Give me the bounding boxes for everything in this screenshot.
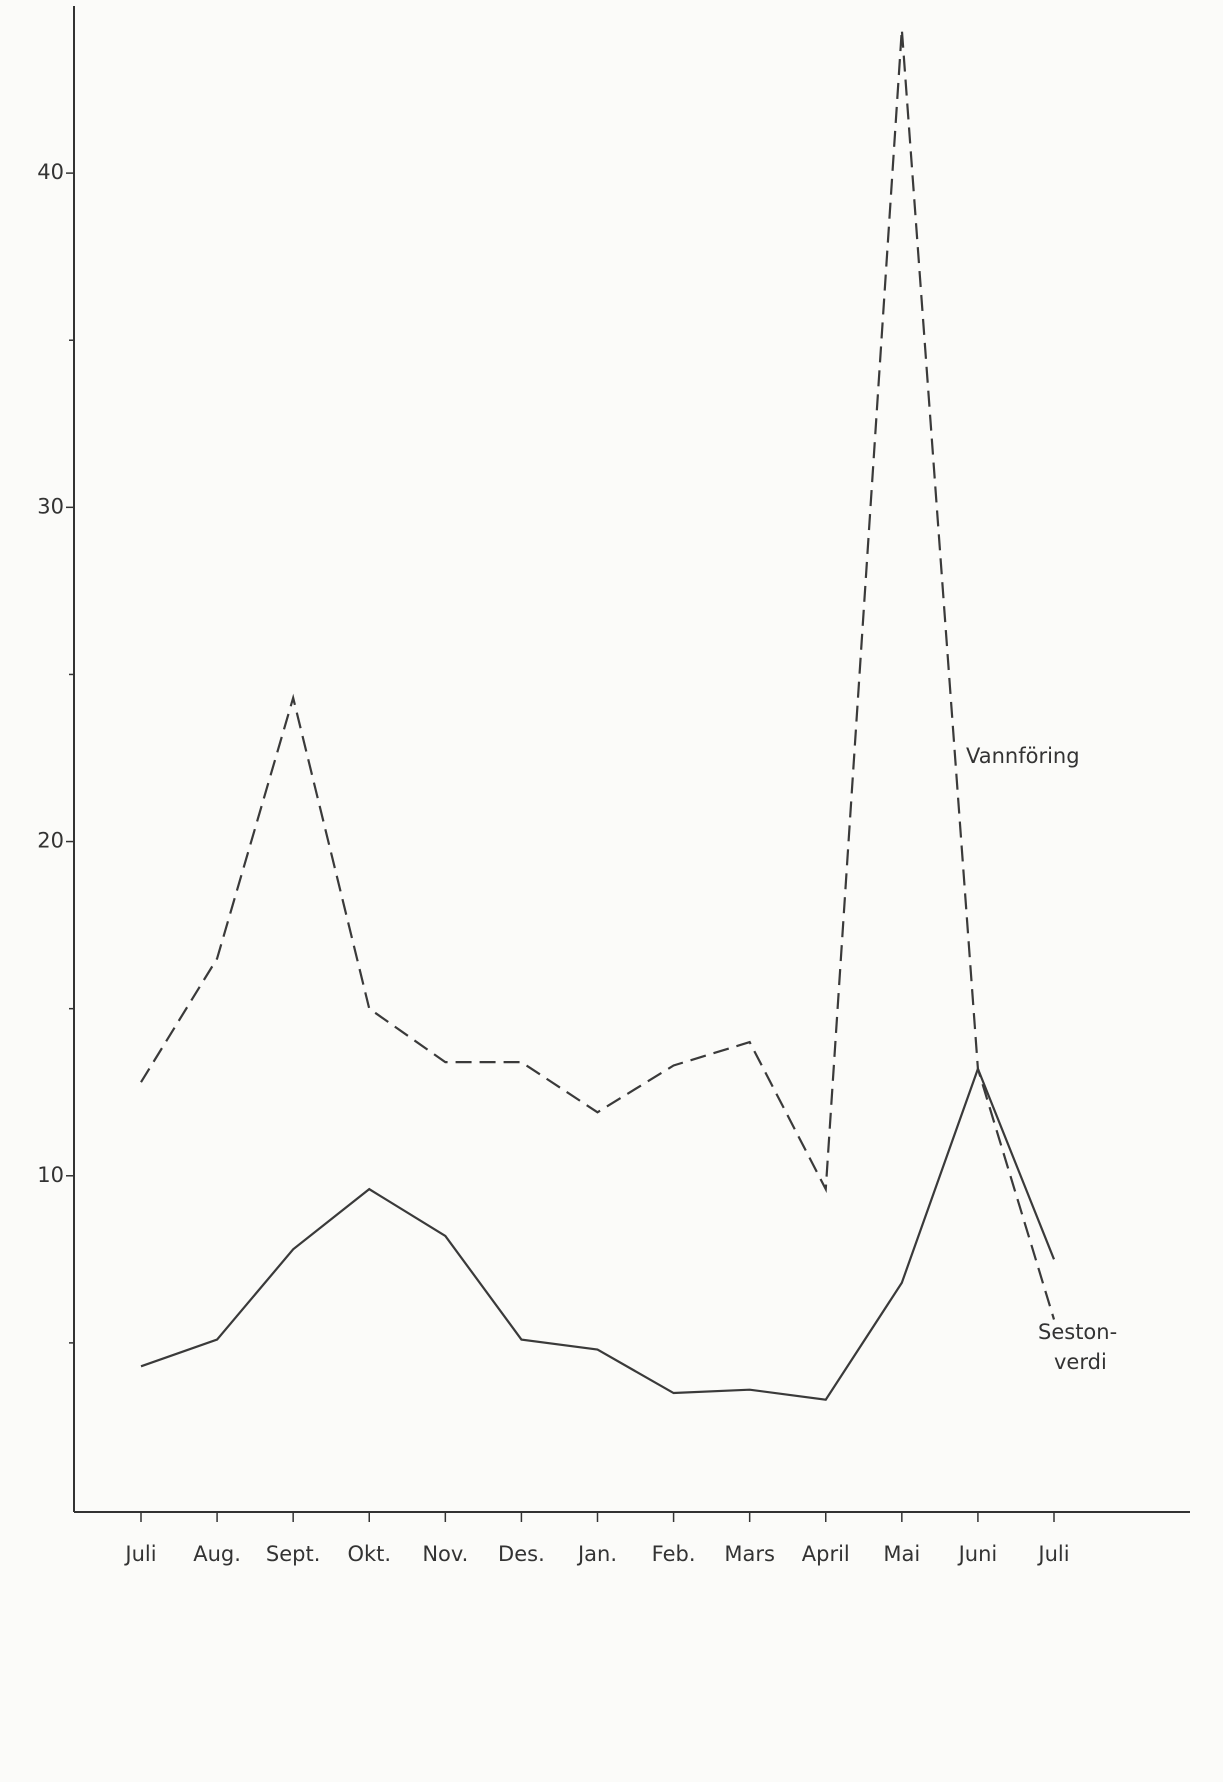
x-tick-label: Okt. <box>347 1542 391 1566</box>
x-tick-label: Des. <box>498 1542 545 1566</box>
y-tick-label: 20 <box>37 829 64 853</box>
x-tick-label: Nov. <box>422 1542 468 1566</box>
series-line <box>140 29 1056 1320</box>
series-line <box>140 1065 1056 1401</box>
x-tick-label: Juli <box>123 1542 156 1566</box>
series-label: verdi <box>1054 1350 1107 1374</box>
series-label: Vannföring <box>966 744 1080 768</box>
y-tick-label: 10 <box>37 1163 64 1187</box>
x-tick-label: Juni <box>957 1542 998 1566</box>
x-tick-label: Sept. <box>266 1542 321 1566</box>
x-tick-label: Mars <box>724 1542 775 1566</box>
x-tick-label: Feb. <box>652 1542 696 1566</box>
series-label: Seston- <box>1038 1320 1117 1344</box>
x-tick-label: April <box>802 1542 850 1566</box>
x-tick-label: Jan. <box>576 1542 617 1566</box>
x-tick-label: Aug. <box>193 1542 241 1566</box>
y-tick-label: 40 <box>37 160 64 184</box>
x-tick-label: Mai <box>883 1542 920 1566</box>
x-tick-label: Juli <box>1036 1542 1069 1566</box>
y-tick-label: 30 <box>37 494 64 518</box>
